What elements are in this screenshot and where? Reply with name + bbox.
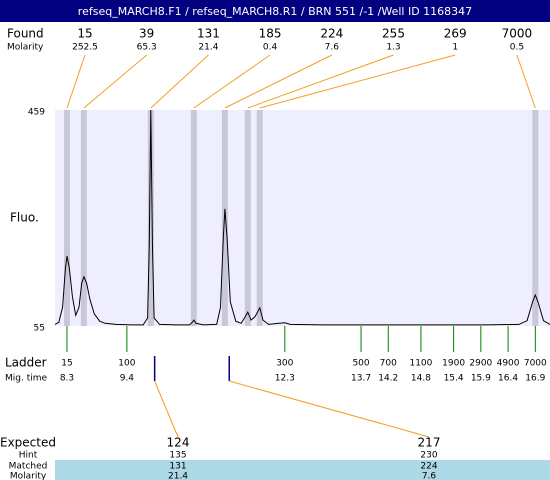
hint-size: 135 — [169, 451, 186, 461]
peak-connector — [193, 54, 271, 109]
ladder-label: Ladder — [5, 356, 47, 370]
peak-band — [63, 110, 70, 326]
ladder-size: 1100 — [409, 359, 432, 369]
peak-band — [532, 110, 539, 326]
ladder-time: 15.9 — [471, 374, 491, 384]
expected-label: Expected — [0, 436, 56, 450]
found-size: 39 — [139, 27, 154, 41]
found-size: 131 — [197, 27, 220, 41]
ladder-time: 16.9 — [525, 374, 545, 384]
peak-connector — [247, 54, 394, 109]
found-size: 7000 — [502, 27, 533, 41]
found-size: 269 — [444, 27, 467, 41]
ladder-size: 2900 — [469, 359, 492, 369]
found-label: Found — [7, 27, 44, 41]
found-size: 15 — [77, 27, 92, 41]
plot-area — [55, 110, 550, 326]
ladder-size: 4900 — [497, 359, 520, 369]
peak-connector — [516, 54, 536, 109]
expected-size: 217 — [418, 436, 441, 450]
y-tick-label: 459 — [28, 108, 45, 118]
ladder-size: 100 — [118, 359, 135, 369]
ladder-time: 16.4 — [498, 374, 518, 384]
expected-connector — [154, 380, 179, 438]
ladder-time: 14.8 — [411, 374, 431, 384]
peak-band — [190, 110, 197, 326]
peak-connector — [259, 54, 456, 109]
found-molarity: 252.5 — [72, 43, 98, 53]
matched-label: Matched — [9, 462, 48, 472]
molarity-label: Molarity — [7, 43, 44, 53]
y-axis-label: Fluo. — [10, 211, 39, 225]
ladder-time: 9.4 — [120, 374, 135, 384]
found-molarity: 7.6 — [325, 43, 340, 53]
matched-size: 224 — [420, 462, 437, 472]
peak-band — [147, 110, 154, 326]
expected-connector — [229, 380, 430, 438]
peak-band — [244, 110, 251, 326]
trace — [54, 109, 550, 326]
peak-band — [80, 110, 87, 326]
y-tick-label: 55 — [34, 324, 45, 334]
matched-size: 131 — [169, 462, 186, 472]
ladder-size: 700 — [380, 359, 397, 369]
ladder-size: 15 — [61, 359, 72, 369]
ladder-time: 12.3 — [275, 374, 295, 384]
ladder-time: 14.2 — [378, 374, 398, 384]
peak-connector — [66, 54, 86, 109]
found-molarity: 0.4 — [263, 43, 278, 53]
expected-size: 124 — [167, 436, 190, 450]
ladder-size: 500 — [352, 359, 369, 369]
ladder-time: 15.4 — [444, 374, 464, 384]
hint-size: 230 — [420, 451, 437, 461]
header-title: refseq_MARCH8.F1 / refseq_MARCH8.R1 / BR… — [78, 5, 472, 18]
peak-connector — [224, 54, 333, 109]
found-molarity: 1.3 — [386, 43, 400, 53]
ladder-size: 300 — [276, 359, 293, 369]
found-size: 185 — [259, 27, 282, 41]
peak-band — [221, 110, 228, 326]
ladder-time: 13.7 — [351, 374, 371, 384]
found-molarity: 65.3 — [137, 43, 157, 53]
matched-band — [55, 460, 550, 480]
molarity-row-label: Molarity — [10, 472, 47, 480]
matched-molarity: 21.4 — [168, 472, 188, 480]
hint-label: Hint — [19, 451, 38, 461]
ladder-size: 1900 — [442, 359, 465, 369]
peak-connector — [150, 54, 209, 109]
mig-time-label: Mig. time — [5, 374, 47, 384]
peak-band — [256, 110, 263, 326]
matched-molarity: 7.6 — [422, 472, 437, 480]
peak-connector — [83, 54, 148, 109]
found-size: 255 — [382, 27, 405, 41]
ladder-time: 8.3 — [60, 374, 74, 384]
found-size: 224 — [320, 27, 343, 41]
found-molarity: 21.4 — [198, 43, 218, 53]
header-bar — [0, 0, 550, 22]
ladder-size: 7000 — [524, 359, 547, 369]
found-molarity: 1 — [452, 43, 458, 53]
found-molarity: 0.5 — [510, 43, 524, 53]
